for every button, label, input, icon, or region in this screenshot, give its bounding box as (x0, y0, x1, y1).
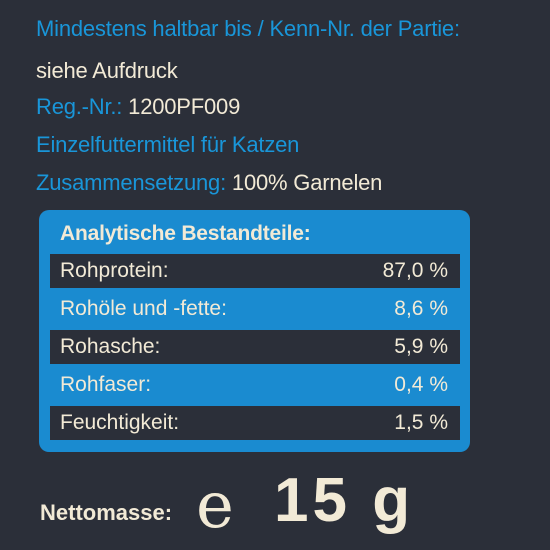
analysis-row-name: Rohöle und -fette: (60, 297, 227, 320)
composition-line: Zusammensetzung: 100% Garnelen (36, 170, 382, 196)
analysis-row: Rohasche: 5,9 % (50, 330, 460, 364)
analysis-row-value: 87,0 % (382, 259, 448, 282)
analysis-row: Rohfaser: 0,4 % (50, 368, 460, 402)
analysis-row-value: 0,4 % (394, 373, 448, 396)
composition-label: Zusammensetzung: (36, 170, 226, 195)
analysis-row-value: 5,9 % (394, 335, 448, 358)
best-before-value: siehe Aufdruck (36, 58, 178, 83)
analysis-row: Rohöle und -fette: 8,6 % (50, 292, 460, 326)
analysis-title: Analytische Bestandteile: (60, 222, 311, 245)
best-before-label: Mindestens haltbar bis / Kenn-Nr. der Pa… (36, 16, 460, 41)
estimated-sign-icon: e (196, 469, 234, 543)
analysis-row-name: Rohprotein: (60, 259, 169, 282)
registration-number: 1200PF009 (128, 94, 241, 119)
analysis-row-name: Rohfaser: (60, 373, 152, 396)
net-mass-label: Nettomasse: (40, 500, 173, 525)
product-type: Einzelfuttermittel für Katzen (36, 132, 300, 157)
analysis-row-name: Rohasche: (60, 335, 161, 358)
analysis-row-value: 8,6 % (394, 297, 448, 320)
analysis-row: Rohprotein: 87,0 % (50, 254, 460, 288)
analysis-row: Feuchtigkeit: 1,5 % (50, 406, 460, 440)
net-mass-value: 15 g (274, 466, 415, 535)
analysis-row-value: 1,5 % (394, 411, 448, 434)
composition-value: 100% Garnelen (231, 170, 383, 195)
registration-line: Reg.-Nr.: 1200PF009 (36, 94, 240, 120)
analysis-row-name: Feuchtigkeit: (60, 411, 180, 434)
registration-label: Reg.-Nr.: (36, 94, 123, 119)
